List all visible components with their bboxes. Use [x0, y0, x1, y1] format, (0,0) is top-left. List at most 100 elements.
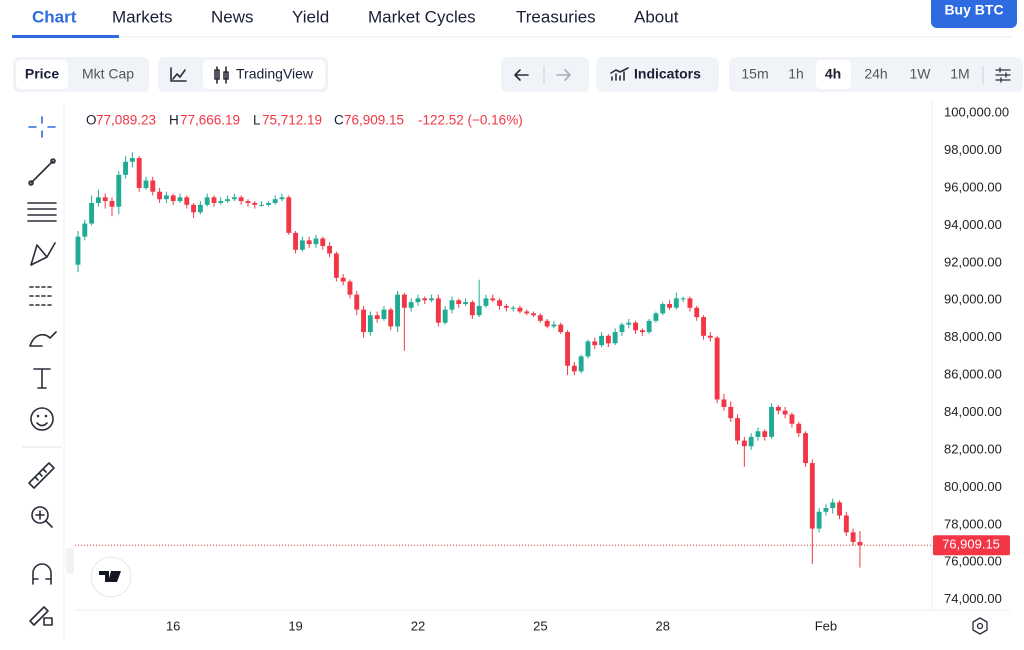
top-nav: Chart Markets News Yield Market Cycles T…: [12, 0, 1017, 38]
candle-body: [748, 436, 754, 447]
candle-body: [293, 232, 299, 250]
candle-body: [143, 180, 149, 188]
candle-body: [272, 199, 278, 203]
zoom-tool[interactable]: [31, 506, 49, 524]
interval-option[interactable]: 1h: [788, 66, 804, 82]
buy-button-label[interactable]: Buy BTC: [944, 2, 1003, 18]
candle-body: [646, 320, 652, 333]
candle-body: [442, 309, 448, 323]
candle-body: [762, 431, 768, 437]
forward-arrow[interactable]: [556, 69, 571, 81]
nav-tab[interactable]: About: [634, 7, 679, 26]
lock-tool[interactable]: [29, 606, 53, 626]
legend-label: C: [334, 113, 344, 128]
chart-lib-option[interactable]: TradingView: [236, 66, 314, 82]
candle-body: [150, 180, 156, 192]
line-chart-icon[interactable]: [170, 67, 187, 82]
back-arrow[interactable]: [514, 69, 529, 81]
nav-tab[interactable]: Chart: [32, 7, 77, 26]
candle-body: [313, 238, 319, 245]
emoji-eye: [44, 414, 48, 418]
x-tick-label: 25: [533, 618, 547, 633]
collapse-handle[interactable]: [66, 548, 74, 574]
brush-tool[interactable]: [29, 331, 57, 347]
candle-body: [109, 201, 115, 207]
candle-body: [782, 410, 788, 415]
indicators-button[interactable]: [596, 57, 719, 92]
interval-option[interactable]: 1W: [910, 66, 932, 82]
buy-button[interactable]: [931, 0, 1017, 28]
candle-icon: [214, 66, 229, 84]
legend-value: 77,089.23: [96, 113, 156, 128]
y-tick-label: 98,000.00: [944, 142, 1002, 157]
magnet-tool[interactable]: [32, 563, 52, 585]
ruler-tool[interactable]: [28, 462, 55, 489]
candle-body: [204, 197, 210, 205]
candle-body: [177, 197, 183, 202]
candle-body: [503, 305, 509, 308]
candle-body: [259, 204, 265, 206]
candle-body: [429, 298, 435, 301]
candle-body: [565, 332, 570, 366]
interval-option[interactable]: 15m: [741, 66, 768, 82]
nav-tab[interactable]: Market Cycles: [368, 7, 476, 26]
pattern-tool[interactable]: [30, 242, 56, 266]
interval-option[interactable]: 1M: [950, 66, 969, 82]
trendline-tool[interactable]: [30, 160, 54, 184]
candle-body: [497, 300, 503, 306]
y-tick-label: 88,000.00: [944, 329, 1002, 344]
candle-body: [667, 304, 672, 308]
candle-body: [82, 223, 88, 237]
candle-body: [850, 532, 856, 542]
candle-body: [789, 414, 795, 424]
candle-body: [612, 332, 618, 344]
candle-body: [408, 302, 414, 308]
candle-body: [456, 300, 462, 304]
candle-body: [605, 335, 611, 344]
candle-body: [585, 341, 591, 357]
candle-body: [830, 502, 836, 508]
nav-tab[interactable]: Markets: [112, 7, 172, 26]
prediction-tool[interactable]: [29, 286, 55, 306]
candle-body: [809, 463, 815, 529]
metric-option[interactable]: Mkt Cap: [82, 66, 134, 82]
chart-lib-pill: [203, 60, 325, 89]
settings-icon[interactable]: [995, 67, 1011, 83]
nav-arrows: [501, 57, 589, 92]
candle-body: [469, 302, 475, 316]
nav-tab[interactable]: Yield: [292, 7, 329, 26]
emoji-tool[interactable]: [30, 407, 54, 431]
candle-body: [857, 541, 863, 546]
candle-body: [592, 341, 598, 346]
candle-body: [401, 294, 407, 308]
crosshair-tool[interactable]: [28, 116, 56, 138]
metric-option[interactable]: Price: [25, 66, 59, 82]
interval-option[interactable]: 24h: [864, 66, 887, 82]
candle-body: [374, 315, 380, 319]
candle-body: [714, 337, 720, 400]
candle-body: [381, 309, 387, 319]
trendline-handle: [50, 158, 56, 164]
fib-tool[interactable]: [27, 202, 57, 222]
candle-body: [687, 298, 693, 308]
candle-body: [422, 298, 428, 301]
interval-group: [729, 57, 1023, 92]
candle-body: [517, 307, 523, 312]
nav-tab[interactable]: News: [211, 7, 254, 26]
plot-area: [75, 152, 863, 568]
candle-body: [653, 313, 659, 321]
text-tool[interactable]: [33, 368, 51, 389]
nav-tab[interactable]: Treasuries: [516, 7, 596, 26]
candle-body: [395, 294, 401, 327]
candle-body: [197, 204, 203, 213]
indicators-label[interactable]: Indicators: [634, 66, 701, 82]
interval-option[interactable]: 4h: [825, 66, 841, 82]
candle-body: [361, 309, 367, 333]
candle-body: [755, 431, 761, 437]
candle-body: [843, 515, 849, 533]
indicators-icon: [610, 67, 629, 81]
axis-settings-icon[interactable]: [972, 617, 988, 635]
candle-body: [231, 197, 237, 200]
y-tick-label: 82,000.00: [944, 441, 1002, 456]
